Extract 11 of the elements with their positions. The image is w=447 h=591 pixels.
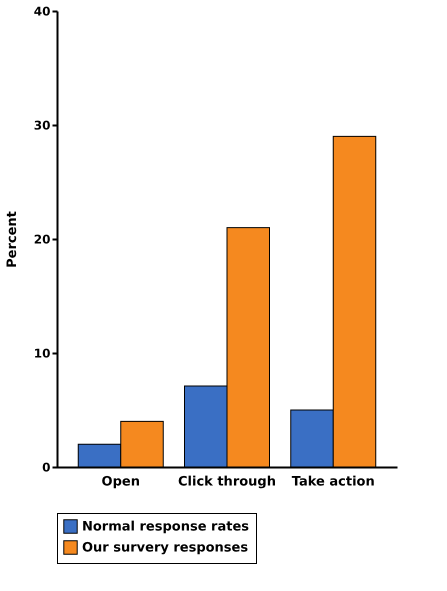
- y-tick-label: 30: [34, 118, 50, 132]
- y-tick-label: 10: [34, 346, 50, 360]
- x-tick-label: Take action: [292, 474, 375, 490]
- legend-label: Normal response rates: [82, 520, 250, 534]
- y-tick-label: 20: [34, 232, 50, 246]
- x-tick-label: Click through: [178, 474, 276, 490]
- y-tick-label: 40: [34, 4, 50, 18]
- x-tick-label: Open: [102, 474, 140, 490]
- y-tick-label: 0: [42, 460, 50, 474]
- legend-label: Our survery responses: [82, 540, 248, 556]
- y-axis-title: Percent: [4, 211, 20, 268]
